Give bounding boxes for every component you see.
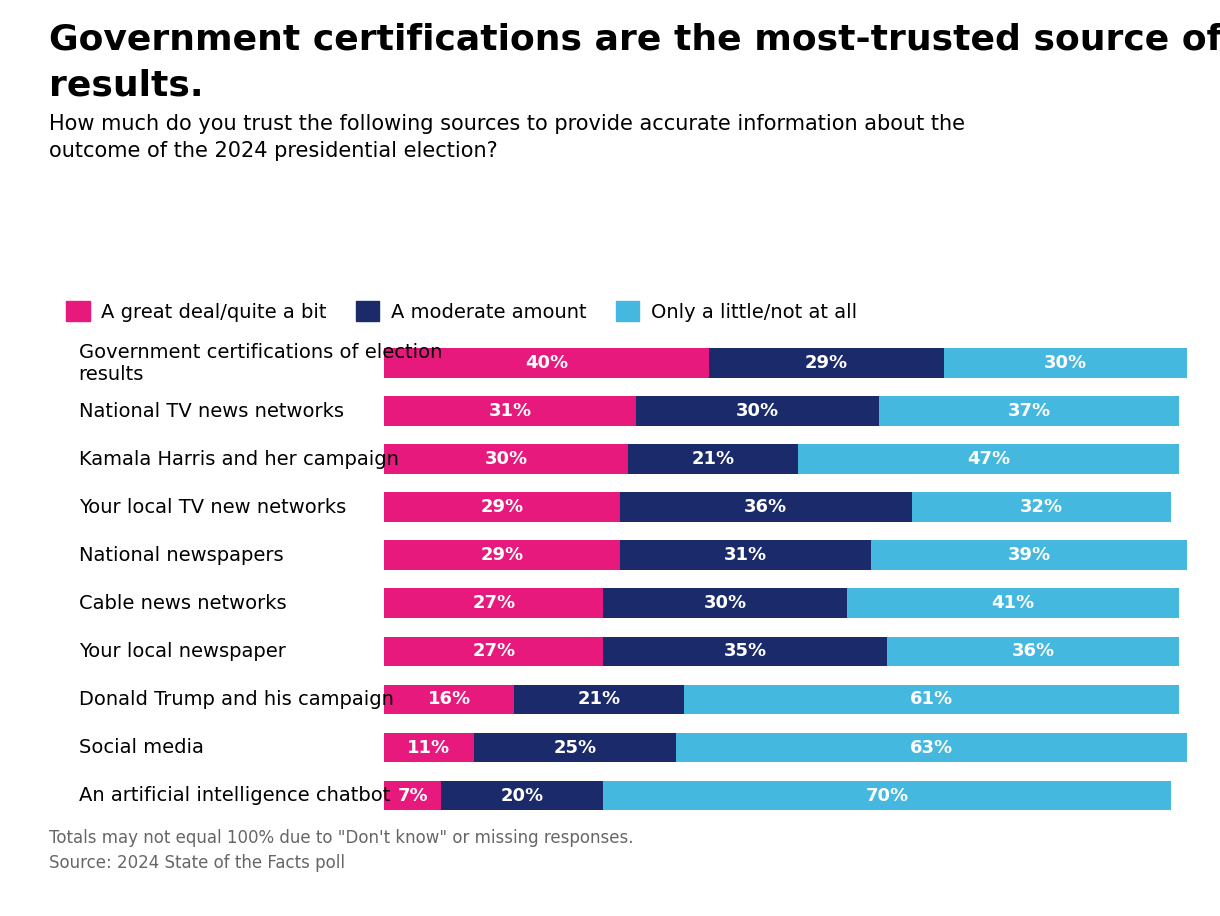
Bar	[847, 588, 1180, 618]
Bar	[620, 540, 871, 571]
Text: 35%: 35%	[723, 642, 767, 660]
Bar	[798, 444, 1180, 474]
Text: 63%: 63%	[910, 738, 954, 757]
Text: 20%: 20%	[500, 787, 544, 804]
Text: 7%: 7%	[398, 787, 428, 804]
Text: 30%: 30%	[1044, 354, 1087, 372]
Text: 40%: 40%	[525, 354, 569, 372]
Text: 37%: 37%	[1008, 402, 1050, 420]
Text: Totals may not equal 100% due to "Don't know" or missing responses.: Totals may not equal 100% due to "Don't …	[49, 829, 633, 847]
Bar	[384, 637, 604, 666]
Text: 29%: 29%	[481, 498, 523, 517]
Text: 70%: 70%	[866, 787, 909, 804]
Text: 31%: 31%	[488, 402, 532, 420]
Bar	[473, 733, 676, 762]
Bar	[384, 780, 442, 811]
Bar	[676, 733, 1187, 762]
Bar	[871, 540, 1187, 571]
Bar	[604, 588, 847, 618]
Text: Source: 2024 State of the Facts poll: Source: 2024 State of the Facts poll	[49, 854, 345, 872]
Text: 11%: 11%	[407, 738, 450, 757]
Text: 36%: 36%	[744, 498, 787, 517]
Bar	[684, 684, 1180, 714]
Bar	[384, 684, 514, 714]
Bar	[384, 348, 709, 378]
Text: 36%: 36%	[1011, 642, 1055, 660]
Text: 30%: 30%	[704, 594, 747, 613]
Text: 21%: 21%	[692, 451, 734, 468]
Bar	[514, 684, 684, 714]
Bar	[911, 493, 1171, 522]
Bar	[709, 348, 944, 378]
Bar	[628, 444, 798, 474]
Legend: A great deal/quite a bit, A moderate amount, Only a little/not at all: A great deal/quite a bit, A moderate amo…	[59, 294, 865, 330]
Bar	[384, 733, 473, 762]
Text: 21%: 21%	[578, 691, 621, 708]
Text: 16%: 16%	[428, 691, 471, 708]
Bar	[880, 397, 1180, 426]
Bar	[636, 397, 880, 426]
Text: 29%: 29%	[805, 354, 848, 372]
Bar	[620, 493, 911, 522]
Text: 30%: 30%	[736, 402, 780, 420]
Bar	[384, 588, 604, 618]
Text: 39%: 39%	[1008, 546, 1050, 564]
Bar	[887, 637, 1180, 666]
Text: Government certifications are the most-trusted source of election: Government certifications are the most-t…	[49, 23, 1220, 57]
Text: 41%: 41%	[992, 594, 1035, 613]
Bar	[384, 493, 620, 522]
Bar	[604, 780, 1171, 811]
Text: 32%: 32%	[1020, 498, 1063, 517]
Bar	[384, 397, 636, 426]
Text: 61%: 61%	[910, 691, 954, 708]
Text: 27%: 27%	[472, 594, 515, 613]
Bar	[442, 780, 604, 811]
Bar	[604, 637, 887, 666]
Text: 30%: 30%	[484, 451, 527, 468]
Text: 47%: 47%	[967, 451, 1010, 468]
Text: 27%: 27%	[472, 642, 515, 660]
Bar	[384, 540, 620, 571]
Text: 29%: 29%	[481, 546, 523, 564]
Text: How much do you trust the following sources to provide accurate information abou: How much do you trust the following sour…	[49, 114, 965, 161]
Bar	[944, 348, 1187, 378]
Text: results.: results.	[49, 69, 204, 103]
Bar	[384, 444, 628, 474]
Text: 31%: 31%	[723, 546, 767, 564]
Text: 25%: 25%	[554, 738, 597, 757]
